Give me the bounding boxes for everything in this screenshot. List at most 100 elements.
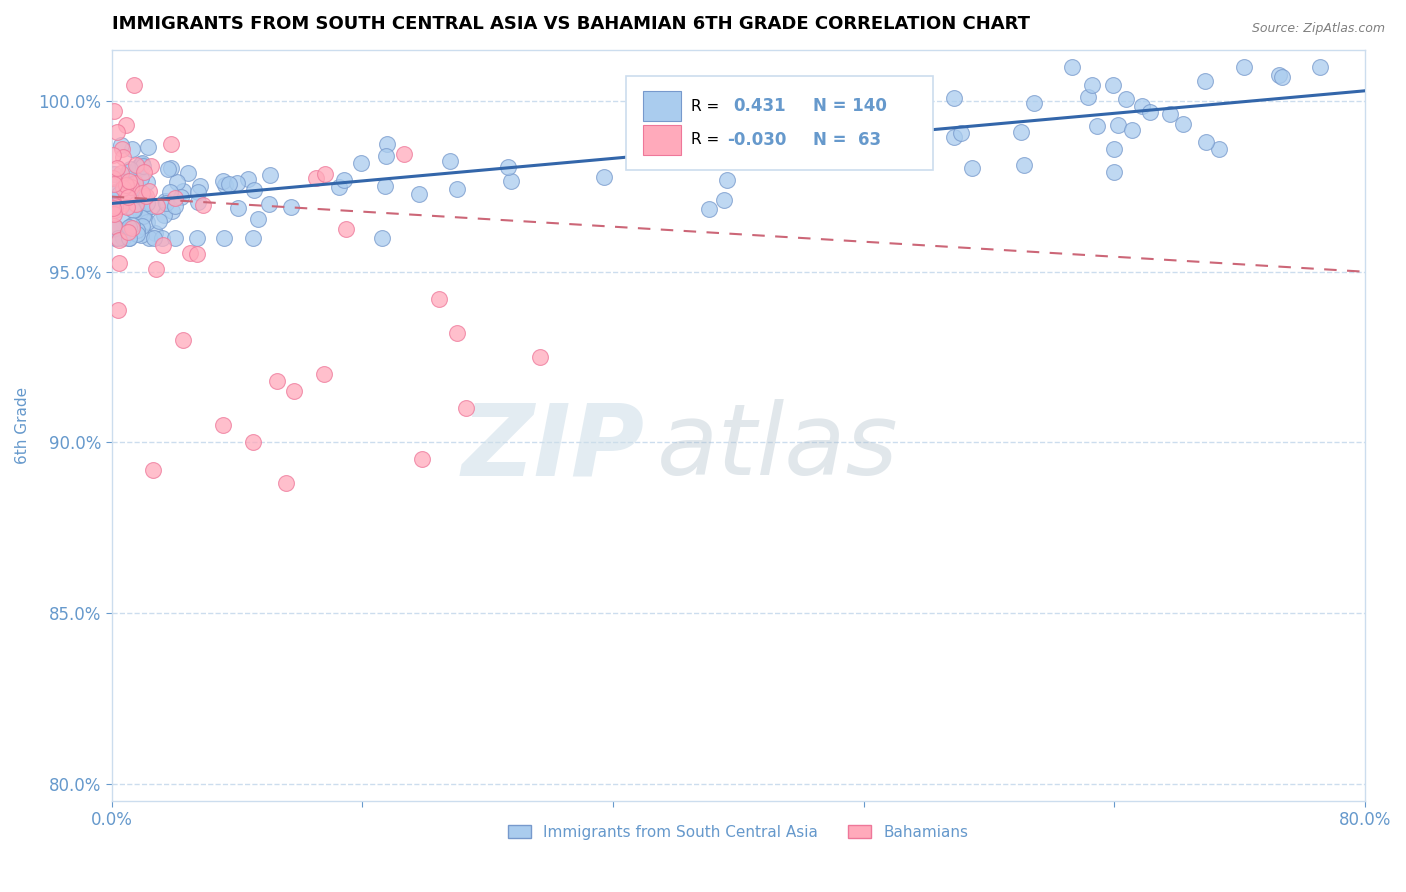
Point bbox=[103, 190, 125, 204]
Point bbox=[172, 185, 194, 199]
Point bbox=[1194, 74, 1216, 88]
Point bbox=[305, 171, 328, 186]
Point bbox=[136, 139, 159, 153]
Point bbox=[112, 214, 135, 228]
Point bbox=[104, 202, 127, 217]
Point bbox=[375, 149, 398, 163]
Point bbox=[785, 131, 807, 145]
Point bbox=[257, 197, 280, 211]
Point bbox=[125, 158, 148, 172]
Point bbox=[1267, 68, 1289, 82]
Point bbox=[117, 201, 139, 215]
Point bbox=[190, 179, 212, 194]
Text: R =: R = bbox=[690, 132, 718, 147]
Point bbox=[1085, 119, 1108, 133]
Point bbox=[152, 208, 174, 222]
Point bbox=[122, 171, 145, 186]
Text: R =: R = bbox=[690, 99, 718, 113]
Point bbox=[496, 161, 519, 175]
Point bbox=[186, 247, 208, 261]
Point bbox=[807, 112, 830, 127]
Point bbox=[128, 194, 150, 208]
Point bbox=[131, 186, 153, 200]
Text: ZIP: ZIP bbox=[461, 400, 644, 496]
Point bbox=[114, 118, 136, 132]
Point bbox=[699, 202, 721, 216]
Point bbox=[117, 165, 139, 179]
Point bbox=[105, 161, 128, 175]
Point bbox=[593, 170, 616, 185]
Point bbox=[118, 178, 141, 192]
Point bbox=[177, 166, 200, 180]
Point bbox=[135, 215, 157, 229]
Point bbox=[160, 161, 183, 175]
Point bbox=[179, 246, 201, 260]
Point bbox=[160, 204, 183, 219]
Point bbox=[1115, 92, 1137, 106]
Point bbox=[120, 179, 142, 194]
Point bbox=[118, 174, 141, 188]
Point bbox=[103, 167, 125, 181]
Point bbox=[107, 256, 129, 270]
Point bbox=[145, 262, 167, 277]
Point bbox=[127, 160, 149, 174]
Point bbox=[155, 195, 177, 210]
Point bbox=[375, 136, 398, 151]
Point bbox=[122, 203, 145, 218]
Point bbox=[101, 201, 124, 215]
FancyBboxPatch shape bbox=[626, 76, 932, 170]
Point bbox=[135, 189, 157, 203]
Text: -0.030: -0.030 bbox=[727, 131, 786, 149]
Point bbox=[1060, 60, 1083, 74]
Point bbox=[949, 126, 972, 140]
Point bbox=[103, 221, 125, 235]
Point bbox=[1195, 135, 1218, 149]
Point bbox=[1130, 99, 1153, 113]
FancyBboxPatch shape bbox=[643, 91, 681, 121]
Point bbox=[312, 367, 335, 381]
Point bbox=[120, 161, 142, 176]
Point bbox=[349, 156, 371, 170]
Point bbox=[117, 190, 139, 204]
Point bbox=[159, 186, 181, 200]
Point bbox=[122, 202, 145, 217]
Point bbox=[242, 435, 264, 450]
Point bbox=[129, 161, 152, 175]
Point bbox=[160, 136, 183, 151]
Point bbox=[111, 230, 134, 244]
Point bbox=[129, 171, 152, 186]
Legend: Immigrants from South Central Asia, Bahamians: Immigrants from South Central Asia, Baha… bbox=[502, 819, 974, 846]
Point bbox=[408, 187, 430, 202]
Point bbox=[1012, 158, 1035, 172]
Point bbox=[845, 94, 868, 108]
Point bbox=[121, 218, 143, 232]
Point bbox=[127, 179, 149, 194]
Point bbox=[172, 333, 194, 347]
Point bbox=[141, 160, 163, 174]
Point bbox=[730, 145, 752, 160]
Point bbox=[143, 226, 166, 240]
Point bbox=[138, 184, 160, 198]
Point bbox=[112, 150, 135, 164]
Point bbox=[134, 189, 156, 203]
Point bbox=[112, 195, 135, 210]
Point bbox=[212, 174, 235, 188]
Point bbox=[115, 176, 138, 190]
Point bbox=[115, 174, 138, 188]
Point bbox=[374, 179, 396, 194]
Point bbox=[1139, 105, 1161, 120]
Point bbox=[104, 230, 127, 244]
Point bbox=[129, 205, 152, 219]
Point bbox=[104, 199, 127, 213]
Point bbox=[1159, 107, 1181, 121]
Point bbox=[152, 238, 174, 252]
Point bbox=[101, 148, 124, 162]
Point bbox=[454, 401, 477, 416]
Point bbox=[132, 159, 155, 173]
Point bbox=[1208, 142, 1230, 156]
Point bbox=[111, 142, 134, 156]
Point bbox=[716, 173, 738, 187]
Point bbox=[169, 190, 191, 204]
Point bbox=[283, 384, 305, 399]
Point bbox=[1022, 95, 1045, 110]
